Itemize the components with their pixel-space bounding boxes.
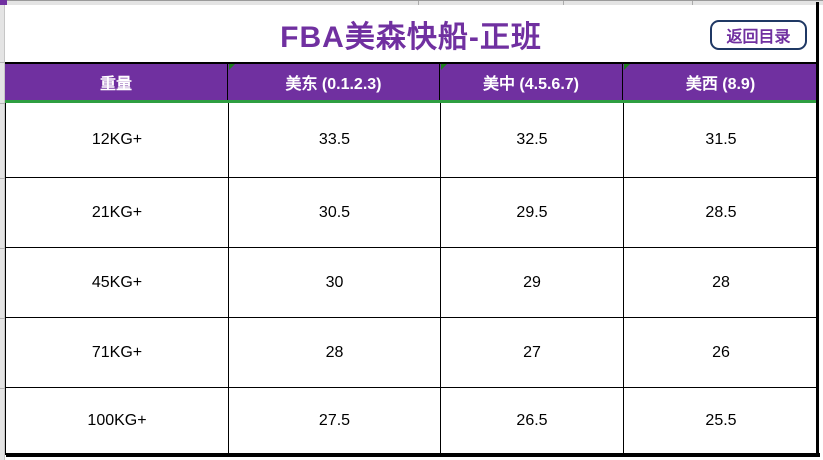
table-cell-rate[interactable]: 25.5 [624,388,819,455]
table-cell-weight[interactable]: 45KG+ [6,248,229,318]
table-cell-rate[interactable]: 28 [229,318,441,388]
table-cell-rate[interactable]: 31.5 [624,103,819,178]
row-gridline-tick [0,178,5,179]
table-cell-rate[interactable]: 26.5 [441,388,624,455]
row-gridline-tick [0,318,5,319]
cell-error-flag-icon [441,64,447,70]
header-cell-weight[interactable]: 重量 [5,64,228,100]
table-cell-rate[interactable]: 30.5 [229,178,441,248]
header-label-us-west: 美西 (8.9) [685,76,756,93]
rate-table: 12KG+ 33.5 32.5 31.5 21KG+ 30.5 29.5 28.… [5,103,819,455]
table-cell-rate[interactable]: 27.5 [229,388,441,455]
table-cell-rate[interactable]: 32.5 [441,103,624,178]
table-right-border [816,2,819,457]
header-cell-us-central[interactable]: 美中 (4.5.6.7) [440,64,623,100]
column-gridline-tick [418,1,419,6]
row-gridline-tick [0,388,5,389]
table-cell-rate[interactable]: 30 [229,248,441,318]
row-gridline-tick [0,103,5,104]
back-to-directory-button[interactable]: 返回目录 [710,20,807,50]
table-cell-rate[interactable]: 27 [441,318,624,388]
column-gridline-tick [692,1,693,6]
header-cell-us-west[interactable]: 美西 (8.9) [623,64,818,100]
table-cell-rate[interactable]: 33.5 [229,103,441,178]
table-cell-weight[interactable]: 100KG+ [6,388,229,455]
top-gridline-strip [0,0,823,6]
row-gridline-tick [0,248,5,249]
table-bottom-border [6,453,820,457]
cell-error-flag-icon [229,64,235,70]
table-cell-rate[interactable]: 29 [441,248,624,318]
header-label-us-east: 美东 (0.1.2.3) [285,76,382,93]
title-row: FBA美森快船-正班 [5,5,817,62]
table-cell-rate[interactable]: 28.5 [624,178,819,248]
row-gridline-tick [0,62,5,63]
table-cell-rate[interactable]: 28 [624,248,819,318]
cell-error-flag-icon [624,64,630,70]
table-cell-weight[interactable]: 12KG+ [6,103,229,178]
page-title: FBA美森快船-正班 [280,20,542,54]
column-gridline-tick [563,1,564,6]
table-cell-rate[interactable]: 29.5 [441,178,624,248]
left-gridline-strip [0,5,5,460]
table-cell-weight[interactable]: 21KG+ [6,178,229,248]
header-label-weight: 重量 [99,76,132,93]
table-cell-weight[interactable]: 71KG+ [6,318,229,388]
table-cell-rate[interactable]: 26 [624,318,819,388]
table-header-row: 重量 美东 (0.1.2.3) 美中 (4.5.6.7) 美西 (8.9) [5,62,818,103]
header-label-us-central: 美中 (4.5.6.7) [482,76,580,93]
header-cell-us-east[interactable]: 美东 (0.1.2.3) [228,64,440,100]
